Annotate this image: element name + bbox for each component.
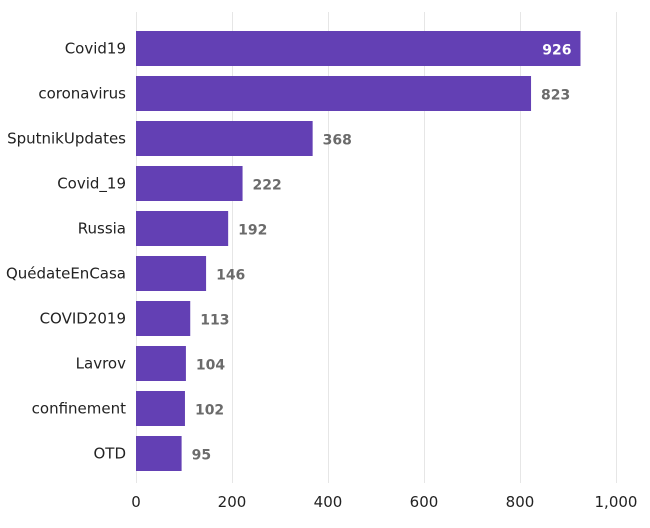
bar bbox=[136, 31, 581, 66]
value-label: 823 bbox=[541, 88, 570, 104]
value-label: 368 bbox=[323, 133, 352, 149]
bar bbox=[136, 436, 182, 471]
bar bbox=[136, 391, 185, 426]
bar bbox=[136, 76, 532, 111]
x-tick-label: 0 bbox=[131, 493, 141, 511]
value-label: 192 bbox=[238, 223, 267, 239]
value-label: 104 bbox=[196, 358, 225, 374]
category-label: Lavrov bbox=[76, 355, 126, 373]
value-label: 102 bbox=[195, 403, 224, 419]
x-tick-label: 800 bbox=[506, 493, 535, 511]
bar bbox=[136, 301, 191, 336]
bar bbox=[136, 166, 243, 201]
x-tick-label: 600 bbox=[410, 493, 439, 511]
value-label: 113 bbox=[200, 313, 229, 329]
category-label: Covid19 bbox=[65, 40, 126, 58]
bar bbox=[136, 346, 186, 381]
value-label: 926 bbox=[542, 43, 571, 59]
category-label: Russia bbox=[78, 220, 126, 238]
value-label: 146 bbox=[216, 268, 245, 284]
x-tick-label: 200 bbox=[218, 493, 247, 511]
category-label: confinement bbox=[32, 400, 126, 418]
bar bbox=[136, 211, 229, 246]
bar bbox=[136, 256, 207, 291]
bar bbox=[136, 121, 313, 156]
category-label: coronavirus bbox=[38, 85, 126, 103]
value-label: 222 bbox=[253, 178, 282, 194]
value-label: 95 bbox=[192, 448, 211, 464]
category-label: OTD bbox=[93, 445, 126, 463]
category-label: SputnikUpdates bbox=[7, 130, 126, 148]
x-tick-label: 400 bbox=[314, 493, 343, 511]
x-tick-label: 1,000 bbox=[595, 493, 638, 511]
category-label: COVID2019 bbox=[40, 310, 126, 328]
category-label: QuédateEnCasa bbox=[6, 265, 126, 283]
category-label: Covid_19 bbox=[57, 175, 126, 194]
